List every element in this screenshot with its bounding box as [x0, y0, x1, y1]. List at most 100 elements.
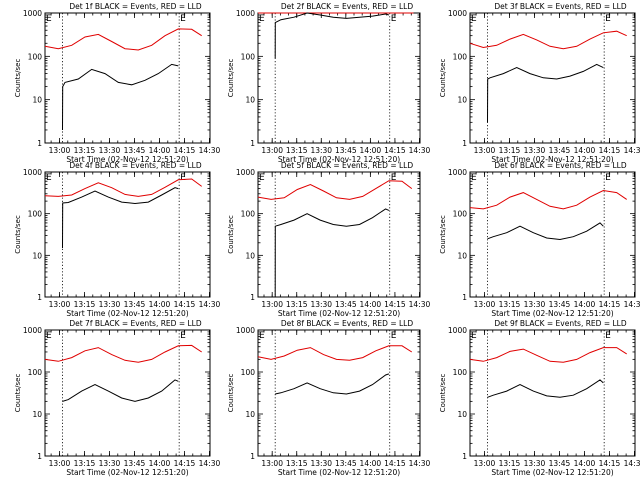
y-tick-label: 10	[245, 251, 255, 260]
y-tick-label: 1	[250, 452, 255, 461]
x-tick-label: 13:30	[310, 146, 332, 155]
x-tick-label: 14:15	[174, 300, 196, 309]
y-tick-label: 1000	[448, 9, 467, 18]
x-tick-label: 13:00	[49, 300, 71, 309]
x-tick-label: 14:30	[409, 146, 431, 155]
x-tick-label: 14:30	[409, 459, 431, 468]
event-marker-label: E	[46, 173, 52, 183]
y-tick-label: 1	[462, 452, 467, 461]
x-tick-label: 14:15	[599, 459, 621, 468]
x-tick-label: 13:15	[74, 146, 96, 155]
x-tick-label: 14:30	[409, 300, 431, 309]
x-tick-label: 14:15	[384, 459, 406, 468]
x-tick-label: 14:00	[574, 146, 596, 155]
y-tick-label: 1000	[448, 326, 467, 335]
x-tick-label: 14:30	[624, 459, 640, 468]
plot-frame	[469, 171, 636, 298]
x-tick-label: 14:30	[624, 300, 640, 309]
event-marker-label: E	[180, 331, 186, 341]
x-tick-label: 13:00	[261, 459, 283, 468]
x-tick-label: 13:45	[124, 300, 146, 309]
x-tick-label: 14:30	[199, 300, 221, 309]
plot-frame	[257, 12, 421, 144]
series-line	[487, 63, 604, 123]
x-axis-label: Start Time (02-Nov-12 12:51:20)	[66, 155, 188, 164]
series-line	[257, 180, 413, 200]
x-tick-label: 13:45	[335, 146, 357, 155]
y-tick-label: 100	[28, 210, 43, 219]
series-line	[487, 222, 604, 241]
x-tick-label: 13:15	[499, 146, 521, 155]
x-tick-label: 14:00	[360, 146, 382, 155]
x-tick-label: 13:30	[310, 300, 332, 309]
series-line	[44, 28, 202, 51]
x-tick-label: 13:45	[549, 146, 571, 155]
y-tick-label: 1	[250, 293, 255, 302]
chart-title: Det 7f BLACK = Events, RED = LLD	[69, 319, 202, 328]
chart-title: Det 1f BLACK = Events, RED = LLD	[69, 2, 202, 11]
y-axis-label: Counts/sec	[439, 215, 447, 254]
series-line	[469, 347, 627, 363]
chart-title: Det 6f BLACK = Events, RED = LLD	[494, 161, 627, 170]
x-axis-label: Start Time (02-Nov-12 12:51:20)	[278, 155, 400, 164]
x-axis-label: Start Time (02-Nov-12 12:51:20)	[491, 309, 613, 318]
y-tick-label: 1	[250, 139, 255, 148]
event-marker-label: E	[180, 14, 186, 24]
x-tick-label: 14:30	[624, 146, 640, 155]
x-tick-label: 14:15	[174, 459, 196, 468]
y-axis-label: Counts/sec	[14, 215, 22, 254]
x-tick-label: 13:15	[74, 459, 96, 468]
series-line	[469, 30, 627, 50]
chart-title: Det 8f BLACK = Events, RED = LLD	[281, 319, 414, 328]
x-tick-label: 13:15	[499, 459, 521, 468]
x-tick-label: 13:30	[99, 459, 121, 468]
series-line	[44, 178, 202, 197]
plot-frame	[469, 329, 636, 457]
y-axis-label: Counts/sec	[227, 215, 235, 254]
plot-frame	[44, 329, 211, 457]
x-tick-label: 13:45	[549, 459, 571, 468]
event-marker-label: E	[471, 14, 477, 24]
series-line	[62, 379, 179, 402]
y-tick-label: 100	[453, 210, 468, 219]
y-tick-label: 1	[462, 139, 467, 148]
y-tick-label: 10	[245, 410, 255, 419]
chart-panel: Det 8f BLACK = Events, RED = LLD 1 10 100 10…	[227, 319, 430, 477]
x-tick-label: 13:30	[99, 146, 121, 155]
x-tick-label: 13:45	[335, 459, 357, 468]
y-tick-label: 10	[32, 251, 42, 260]
x-tick-label: 14:00	[360, 459, 382, 468]
y-tick-label: 1	[37, 452, 42, 461]
y-axis-label: Counts/sec	[227, 59, 235, 98]
x-tick-label: 13:00	[474, 146, 496, 155]
x-tick-label: 13:30	[524, 146, 546, 155]
x-tick-label: 13:45	[549, 300, 571, 309]
series-line	[62, 63, 179, 131]
x-axis-label: Start Time (02-Nov-12 12:51:20)	[278, 309, 400, 318]
chart-title: Det 3f BLACK = Events, RED = LLD	[494, 2, 627, 11]
plot-frame	[44, 12, 211, 144]
event-marker-label: E	[46, 14, 52, 24]
chart-panel: Det 4f BLACK = Events, RED = LLD 1 10 100 10…	[14, 161, 220, 318]
y-tick-label: 10	[32, 410, 42, 419]
y-axis-label: Counts/sec	[227, 374, 235, 413]
series-line	[487, 379, 604, 398]
event-marker-label: E	[46, 331, 52, 341]
chart-panel: Det 1f BLACK = Events, RED = LLD 1 10 100 10…	[14, 2, 220, 164]
plot-frame	[469, 12, 636, 144]
plot-frame	[257, 329, 421, 457]
y-tick-label: 1	[462, 293, 467, 302]
event-marker-label: E	[391, 331, 397, 341]
x-tick-label: 14:00	[360, 300, 382, 309]
x-axis-label: Start Time (02-Nov-12 12:51:20)	[491, 155, 613, 164]
plot-frame	[257, 171, 421, 298]
x-tick-label: 14:30	[199, 146, 221, 155]
series-line	[62, 187, 179, 249]
plot-frame	[44, 171, 211, 298]
x-axis-label: Start Time (02-Nov-12 12:51:20)	[278, 468, 400, 477]
x-tick-label: 13:00	[474, 300, 496, 309]
x-tick-label: 14:00	[149, 459, 171, 468]
y-tick-label: 1000	[448, 168, 467, 177]
chart-title: Det 2f BLACK = Events, RED = LLD	[281, 2, 414, 11]
y-tick-label: 1000	[23, 9, 42, 18]
